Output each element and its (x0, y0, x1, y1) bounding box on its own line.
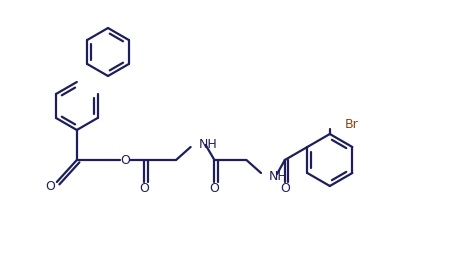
Text: O: O (120, 153, 130, 167)
Text: O: O (139, 183, 149, 196)
Text: NH: NH (199, 137, 217, 151)
Text: O: O (209, 183, 219, 196)
Text: Br: Br (345, 118, 359, 131)
Text: NH: NH (269, 170, 288, 183)
Text: O: O (45, 180, 55, 193)
Text: O: O (280, 183, 290, 196)
